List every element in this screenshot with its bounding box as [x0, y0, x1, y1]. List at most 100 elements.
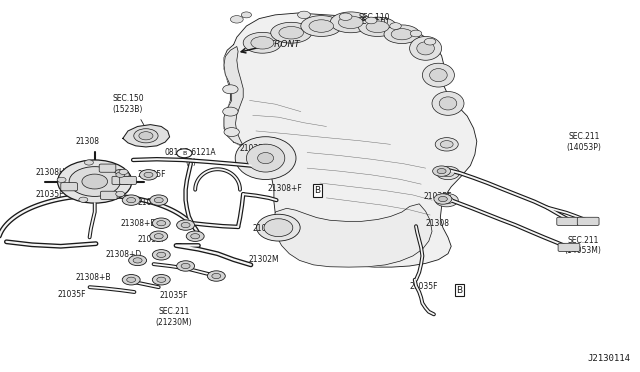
Polygon shape: [274, 204, 432, 267]
Text: 21035F: 21035F: [138, 170, 166, 179]
Circle shape: [223, 107, 238, 116]
Circle shape: [152, 275, 170, 285]
Text: 21035F: 21035F: [58, 290, 86, 299]
Circle shape: [440, 141, 453, 148]
Ellipse shape: [410, 36, 442, 60]
Ellipse shape: [235, 137, 296, 179]
Circle shape: [223, 85, 238, 94]
Text: 21308: 21308: [426, 219, 450, 228]
Text: 21308+E: 21308+E: [120, 219, 156, 228]
Circle shape: [438, 196, 447, 202]
Text: 21308+F: 21308+F: [268, 185, 302, 193]
Polygon shape: [123, 125, 170, 147]
Circle shape: [116, 172, 125, 177]
Text: B: B: [456, 286, 463, 295]
Circle shape: [150, 195, 168, 205]
Ellipse shape: [366, 21, 389, 33]
Circle shape: [181, 222, 190, 228]
Circle shape: [84, 160, 93, 165]
FancyBboxPatch shape: [100, 191, 117, 199]
Text: SEC.211
(14053M): SEC.211 (14053M): [564, 236, 602, 255]
Text: 21035F: 21035F: [138, 198, 166, 207]
Text: FRONT: FRONT: [270, 40, 301, 49]
Circle shape: [424, 38, 436, 45]
Circle shape: [390, 23, 401, 29]
Ellipse shape: [257, 214, 300, 241]
Circle shape: [339, 13, 352, 20]
Circle shape: [127, 198, 136, 203]
Ellipse shape: [417, 42, 435, 55]
Ellipse shape: [391, 29, 413, 40]
Text: 21035F: 21035F: [240, 144, 269, 153]
Circle shape: [57, 177, 66, 182]
Text: SEC.110: SEC.110: [357, 17, 388, 26]
Text: SEC.110: SEC.110: [358, 13, 390, 22]
Circle shape: [365, 17, 377, 24]
Text: 21308+D: 21308+D: [106, 250, 142, 259]
Circle shape: [119, 169, 128, 174]
Text: 21308H: 21308H: [35, 169, 65, 177]
Ellipse shape: [432, 92, 464, 115]
Ellipse shape: [134, 129, 158, 143]
Polygon shape: [224, 46, 243, 146]
Circle shape: [152, 250, 170, 260]
Text: 21308+B: 21308+B: [76, 273, 111, 282]
Ellipse shape: [246, 144, 285, 172]
Circle shape: [181, 263, 190, 269]
Circle shape: [212, 273, 221, 279]
FancyBboxPatch shape: [557, 217, 579, 225]
Circle shape: [298, 11, 310, 19]
Text: 21035F: 21035F: [424, 192, 452, 201]
Circle shape: [122, 275, 140, 285]
Circle shape: [82, 174, 108, 189]
Circle shape: [152, 218, 170, 228]
Circle shape: [111, 170, 129, 180]
Circle shape: [157, 221, 166, 226]
Ellipse shape: [139, 132, 153, 140]
Ellipse shape: [279, 26, 303, 39]
Circle shape: [69, 167, 120, 196]
Circle shape: [433, 166, 451, 176]
Polygon shape: [224, 13, 477, 267]
Text: 21302M: 21302M: [248, 255, 279, 264]
Circle shape: [127, 277, 136, 282]
Text: 21035F: 21035F: [35, 190, 64, 199]
FancyBboxPatch shape: [558, 243, 580, 251]
FancyBboxPatch shape: [99, 164, 116, 172]
Circle shape: [129, 255, 147, 266]
Ellipse shape: [330, 12, 371, 33]
Circle shape: [154, 198, 163, 203]
Text: 21035F: 21035F: [138, 235, 166, 244]
Ellipse shape: [358, 17, 397, 36]
Circle shape: [144, 172, 153, 177]
Text: 21035F: 21035F: [160, 291, 189, 300]
Ellipse shape: [257, 153, 274, 164]
Circle shape: [435, 138, 458, 151]
FancyBboxPatch shape: [112, 176, 129, 185]
Circle shape: [157, 277, 166, 282]
Ellipse shape: [264, 219, 292, 237]
Ellipse shape: [251, 36, 274, 49]
Circle shape: [150, 231, 168, 241]
Ellipse shape: [339, 16, 363, 29]
Circle shape: [58, 160, 132, 203]
Text: 21035F: 21035F: [410, 282, 438, 291]
Circle shape: [157, 252, 166, 257]
Text: 21308: 21308: [76, 137, 100, 146]
Circle shape: [224, 128, 239, 137]
Circle shape: [436, 166, 460, 180]
Circle shape: [177, 149, 192, 158]
Circle shape: [230, 16, 243, 23]
Circle shape: [440, 196, 453, 204]
Ellipse shape: [439, 97, 457, 110]
Ellipse shape: [309, 20, 333, 32]
Ellipse shape: [422, 63, 454, 87]
Circle shape: [154, 234, 163, 239]
Ellipse shape: [301, 16, 342, 36]
Circle shape: [177, 261, 195, 271]
Circle shape: [191, 234, 200, 239]
Circle shape: [122, 195, 140, 205]
Circle shape: [437, 169, 446, 174]
Ellipse shape: [243, 32, 282, 53]
Text: 081A6-6121A
(3): 081A6-6121A (3): [165, 148, 216, 167]
